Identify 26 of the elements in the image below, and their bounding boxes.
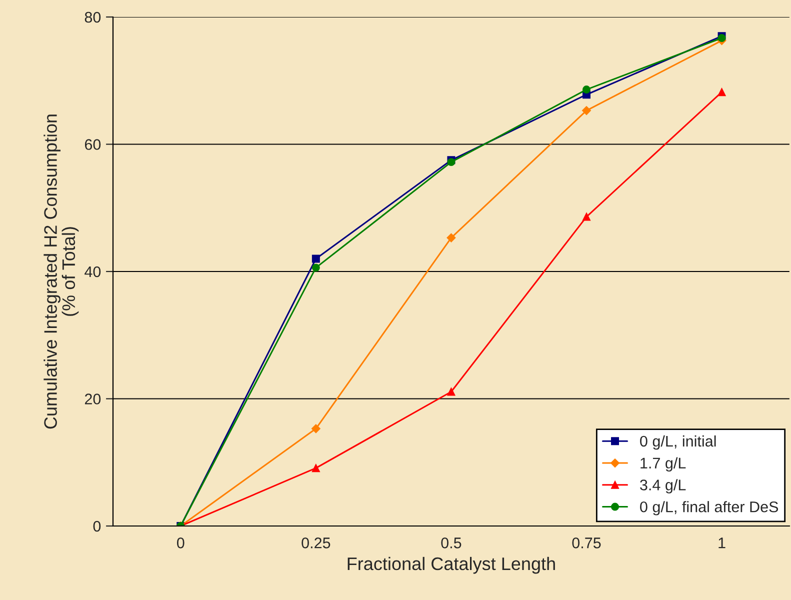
- point: [311, 424, 320, 434]
- x-tick-label: 0.75: [572, 538, 601, 548]
- x-axis-title: Fractional Catalyst Length: [348, 556, 555, 574]
- x-tick-label: 0: [176, 538, 184, 548]
- y-tick-label: 60: [84, 139, 101, 150]
- point: [447, 388, 456, 396]
- point: [582, 212, 590, 221]
- y-tick-label: 40: [84, 266, 101, 278]
- y-tick-label: 20: [84, 394, 101, 404]
- legend-label: 1.7 g/L: [640, 457, 686, 472]
- point: [312, 464, 320, 472]
- legend-label: 3.4 g/L: [640, 479, 686, 494]
- point: [718, 88, 726, 96]
- legend-label: 0 g/L, initial: [640, 435, 716, 450]
- point: [582, 86, 590, 94]
- x-tick-label: 0.5: [441, 538, 462, 548]
- y-tick-label: 80: [84, 12, 101, 23]
- y-tick-label: 0: [93, 520, 101, 532]
- x-tick-label: 0.25: [302, 538, 330, 548]
- y-axis-title: Cumulative Integrated H2 Consumption (% of Total): [44, 114, 79, 429]
- point: [446, 233, 456, 242]
- point: [312, 264, 320, 272]
- point: [582, 106, 591, 115]
- x-tick-label: 1: [718, 538, 726, 548]
- point: [312, 254, 320, 263]
- legend-label: 0 g/L, final after DeS: [640, 501, 778, 516]
